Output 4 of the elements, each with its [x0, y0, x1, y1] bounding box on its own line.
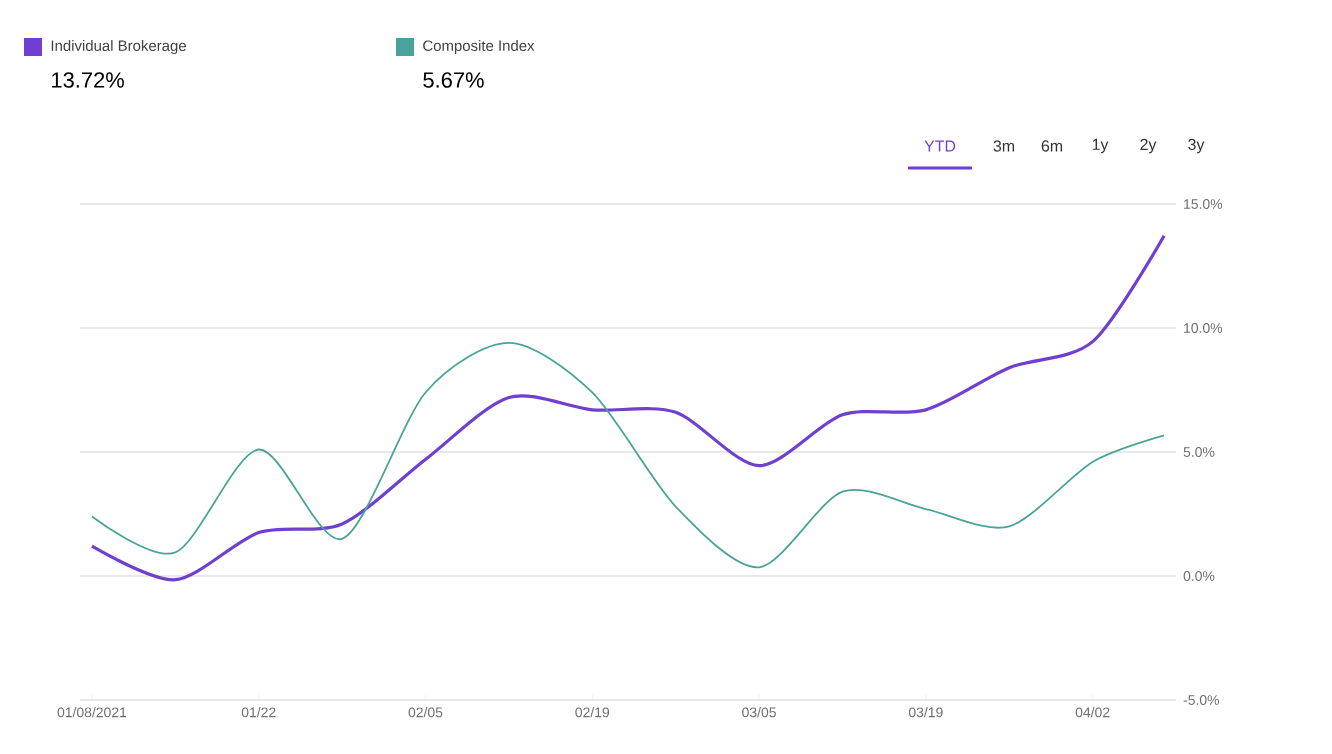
line-series — [90, 234, 1166, 582]
line-series — [91, 341, 1166, 569]
text: 5.67% — [423, 72, 484, 88]
text: 13.72% — [52, 72, 124, 88]
